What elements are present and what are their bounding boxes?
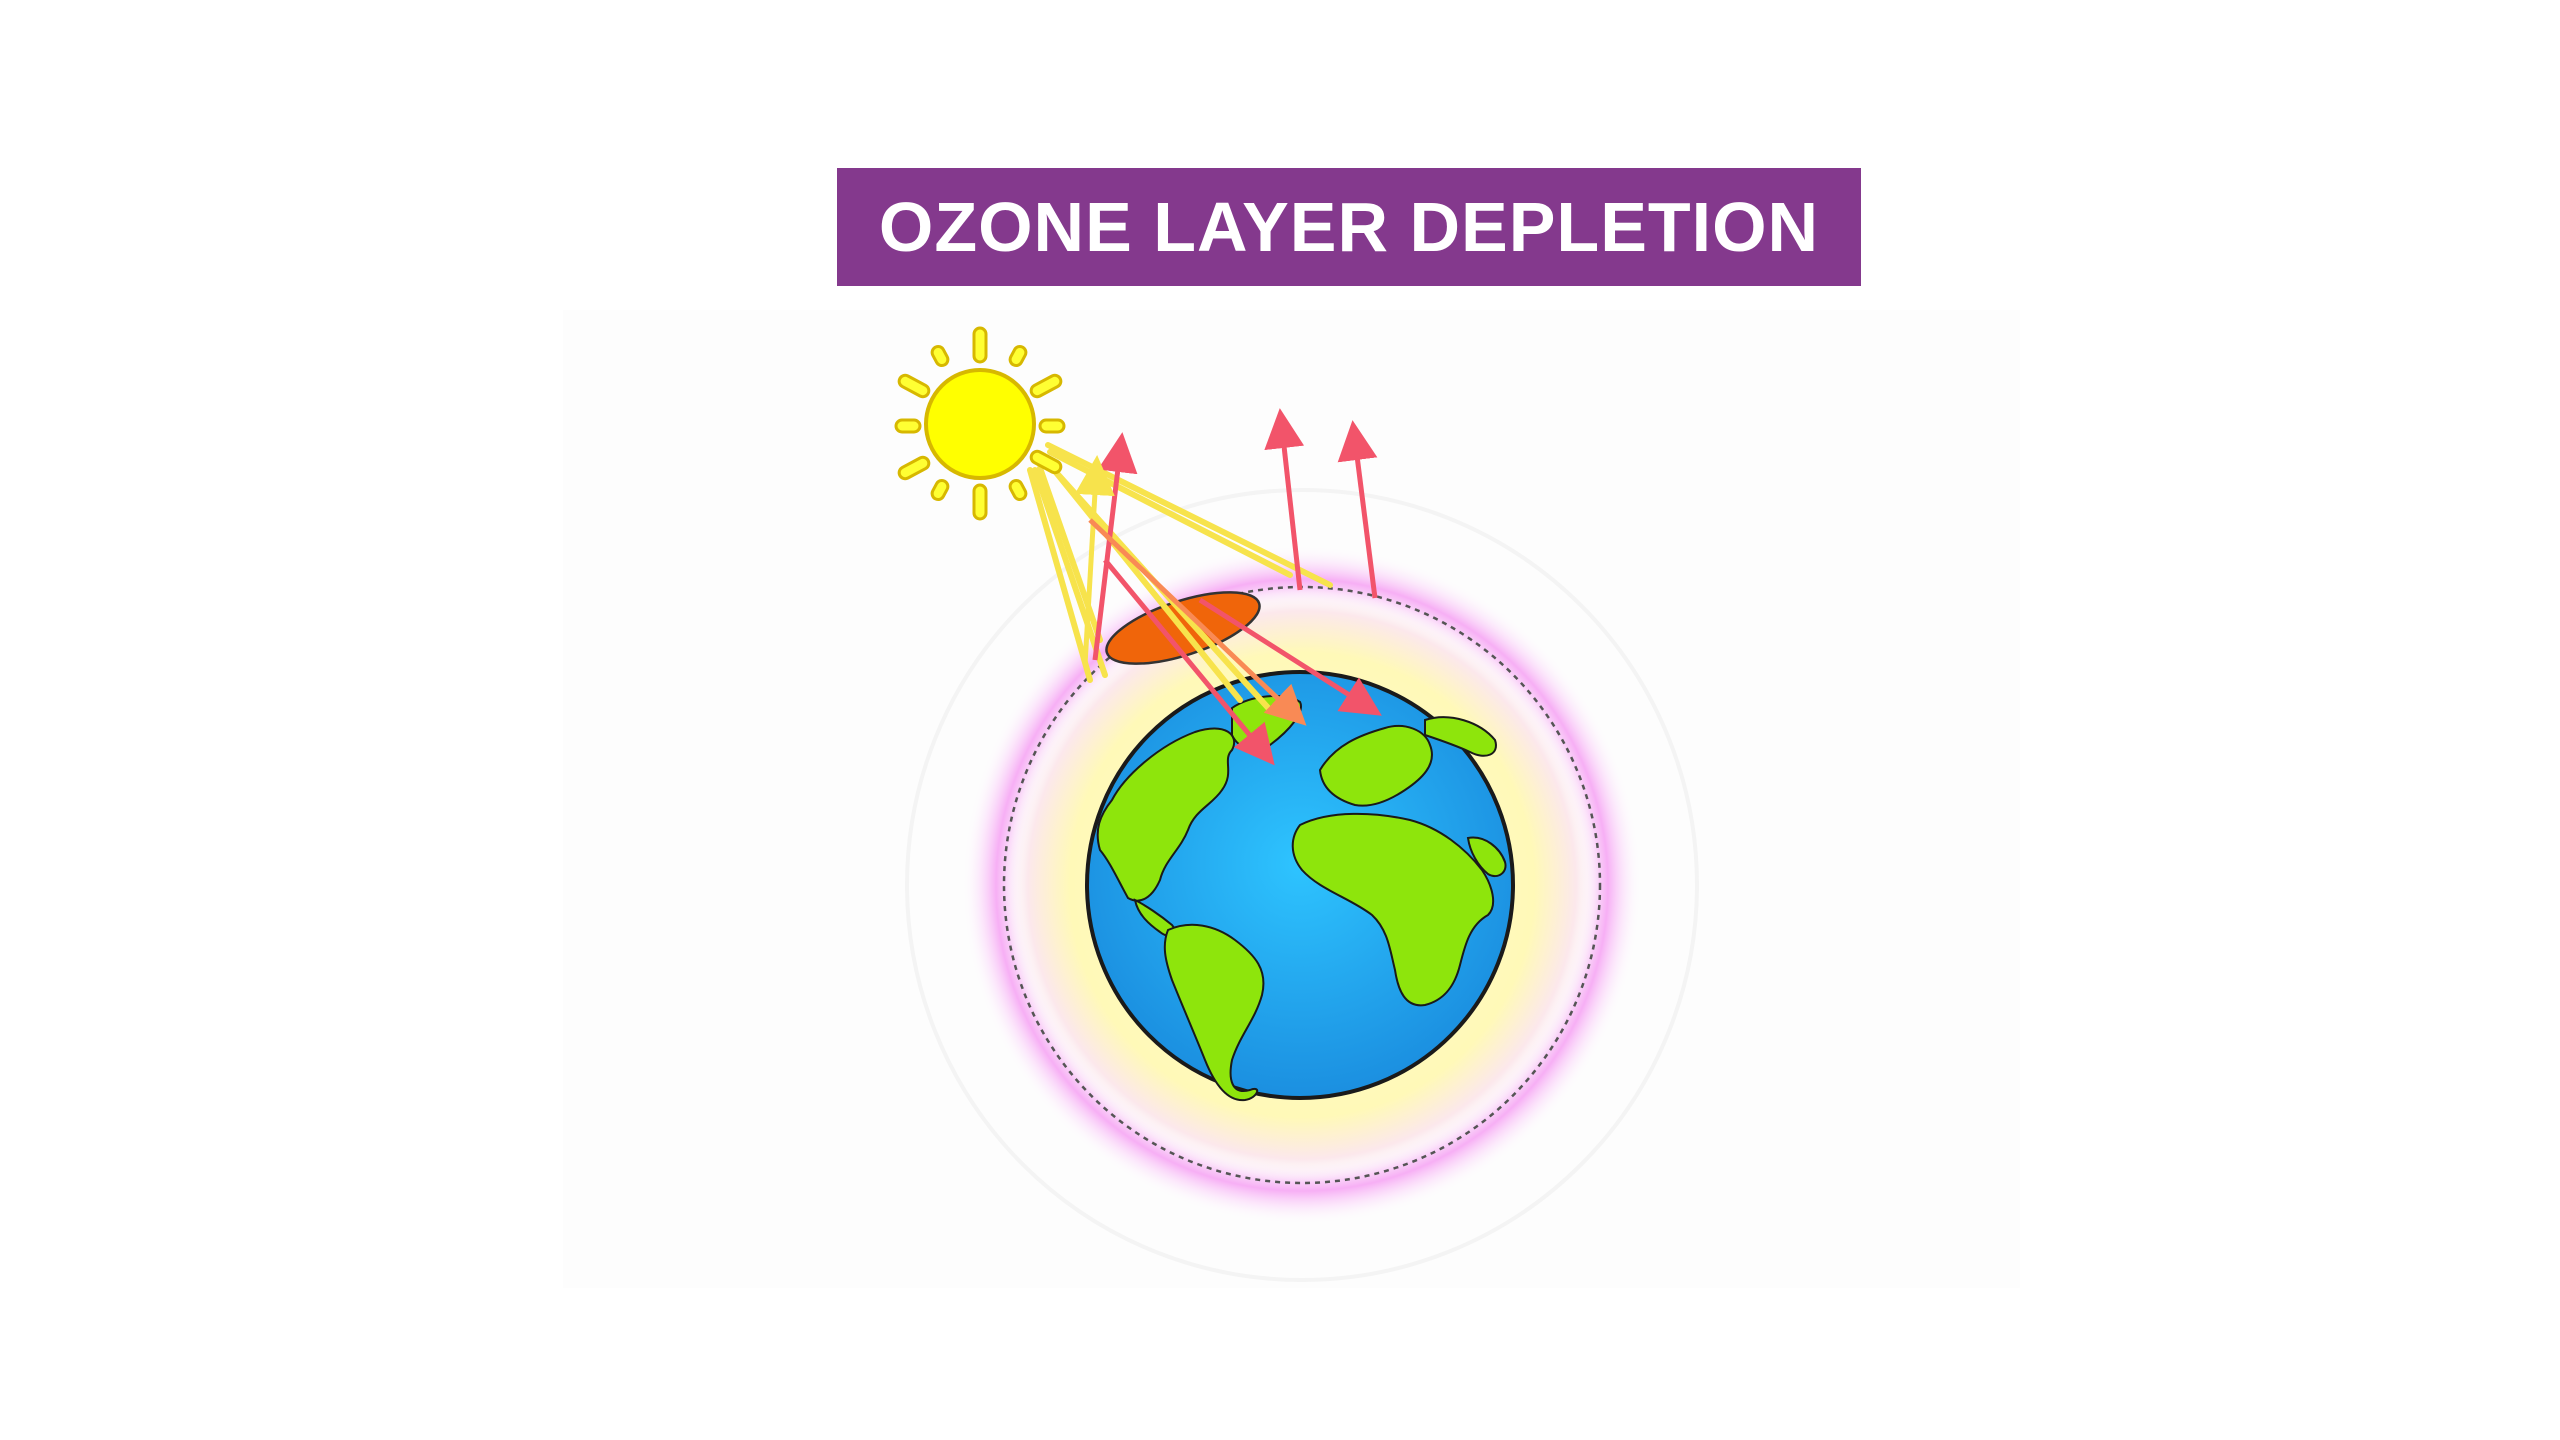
earth-globe-icon <box>1085 670 1515 1102</box>
title-banner: OZONE LAYER DEPLETION <box>837 168 1861 286</box>
outer-halo <box>905 488 1699 1282</box>
sun-icon <box>894 326 1066 521</box>
reflected-uv-arrows <box>1092 408 1378 661</box>
ozone-absorbed-arrow <box>1074 455 1115 666</box>
penetrating-uv-arrows <box>1088 518 1382 766</box>
page-title: OZONE LAYER DEPLETION <box>878 188 1820 266</box>
